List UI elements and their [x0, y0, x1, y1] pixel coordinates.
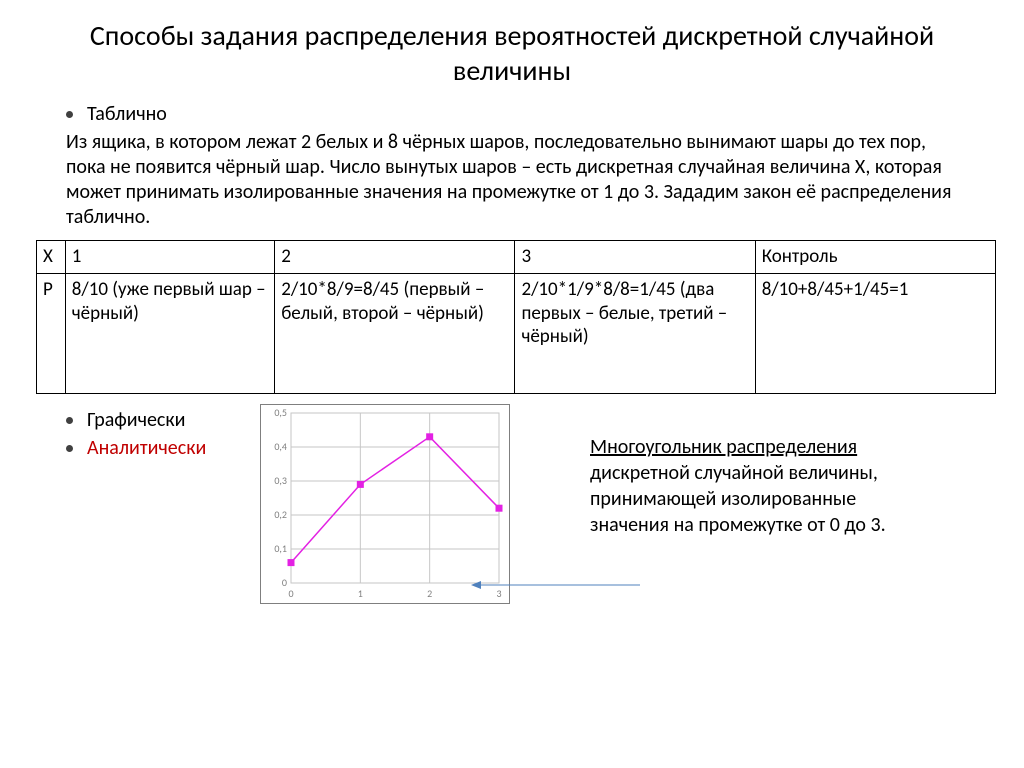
- bullet-dot-icon: [66, 111, 73, 118]
- distribution-table: X 1 2 3 Контроль P 8/10 (уже первый шар …: [36, 240, 996, 394]
- cell-3: 2/10*1/9*8/8=1/45 (два первых – белые, т…: [515, 273, 755, 393]
- cell-1: 8/10 (уже первый шар – чёрный): [65, 273, 274, 393]
- svg-text:0: 0: [288, 587, 293, 600]
- bullet-graphical-label: Графически: [87, 408, 185, 432]
- cell-2: 2/10*8/9=8/45 (первый – белый, второй – …: [275, 273, 515, 393]
- svg-text:0,5: 0,5: [274, 406, 287, 419]
- table-row: P 8/10 (уже первый шар – чёрный) 2/10*8/…: [37, 273, 996, 393]
- svg-text:0,1: 0,1: [274, 542, 287, 555]
- annotation-text: Многоугольник распределения дискретной с…: [590, 434, 930, 538]
- problem-text: Из ящика, в котором лежат 2 белых и 8 чё…: [66, 130, 958, 230]
- arrow-icon: [470, 565, 650, 605]
- svg-text:2: 2: [427, 587, 432, 600]
- svg-text:0,3: 0,3: [274, 474, 287, 487]
- annotation-underline: Многоугольник распределения: [590, 435, 857, 459]
- svg-text:1: 1: [358, 587, 363, 600]
- bullet-tabular-label: Таблично: [87, 102, 167, 126]
- annotation-rest: дискретной случайной величины, принимающ…: [590, 461, 886, 537]
- hdr-1: 1: [65, 241, 274, 274]
- bullet-tabular: Таблично: [66, 102, 988, 126]
- bullet-analytical: Аналитически: [66, 436, 256, 460]
- cell-ctrl: 8/10+8/45+1/45=1: [755, 273, 995, 393]
- svg-text:0: 0: [282, 576, 287, 589]
- table-row: X 1 2 3 Контроль: [37, 241, 996, 274]
- bullet-dot-icon: [66, 445, 73, 452]
- row-label-x: X: [37, 241, 66, 274]
- svg-text:0,4: 0,4: [274, 440, 287, 453]
- page-title: Способы задания распределения вероятност…: [36, 18, 988, 88]
- bullet-graphical: Графически: [66, 408, 256, 432]
- row-label-p: P: [37, 273, 66, 393]
- hdr-3: 3: [515, 241, 755, 274]
- hdr-2: 2: [275, 241, 515, 274]
- bullet-dot-icon: [66, 417, 73, 424]
- svg-text:0,2: 0,2: [274, 508, 287, 521]
- bullet-analytical-label: Аналитически: [87, 436, 206, 460]
- hdr-ctrl: Контроль: [755, 241, 995, 274]
